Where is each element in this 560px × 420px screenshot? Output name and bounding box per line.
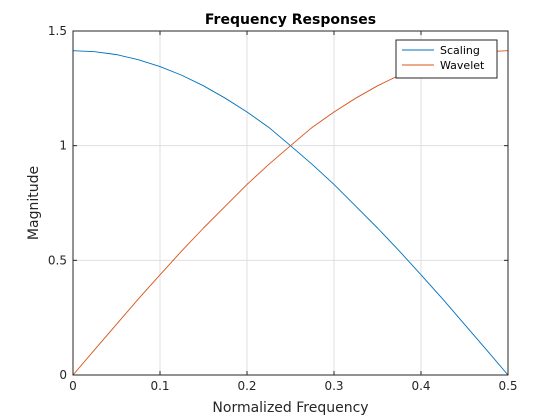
chart-title: Frequency Responses — [205, 12, 376, 28]
legend-box — [395, 39, 498, 79]
legend: Scaling Wavelet — [395, 39, 498, 79]
y-tick-label: 0 — [59, 368, 67, 382]
x-tick-label: 0.1 — [150, 379, 169, 393]
plot-area: 0 0.1 0.2 0.3 0.4 0.5 0 0.5 1 1.5 — [48, 24, 518, 393]
ticks: 0 0.1 0.2 0.3 0.4 0.5 0 0.5 1 1.5 — [48, 24, 518, 393]
x-tick-label: 0 — [69, 379, 77, 393]
legend-label-wavelet: Wavelet — [440, 59, 485, 72]
y-tick-label: 1 — [59, 139, 67, 153]
legend-label-scaling: Scaling — [440, 44, 480, 57]
y-axis-title: Magnitude — [26, 166, 42, 240]
x-axis-title: Normalized Frequency — [212, 400, 368, 416]
x-tick-label: 0.5 — [498, 379, 517, 393]
plot-background — [73, 31, 508, 375]
axes-box — [72, 30, 509, 376]
y-tick-label: 0.5 — [48, 253, 67, 267]
x-tick-label: 0.4 — [411, 379, 430, 393]
x-tick-label: 0.3 — [324, 379, 343, 393]
y-tick-label: 1.5 — [48, 24, 67, 38]
x-tick-label: 0.2 — [237, 379, 256, 393]
